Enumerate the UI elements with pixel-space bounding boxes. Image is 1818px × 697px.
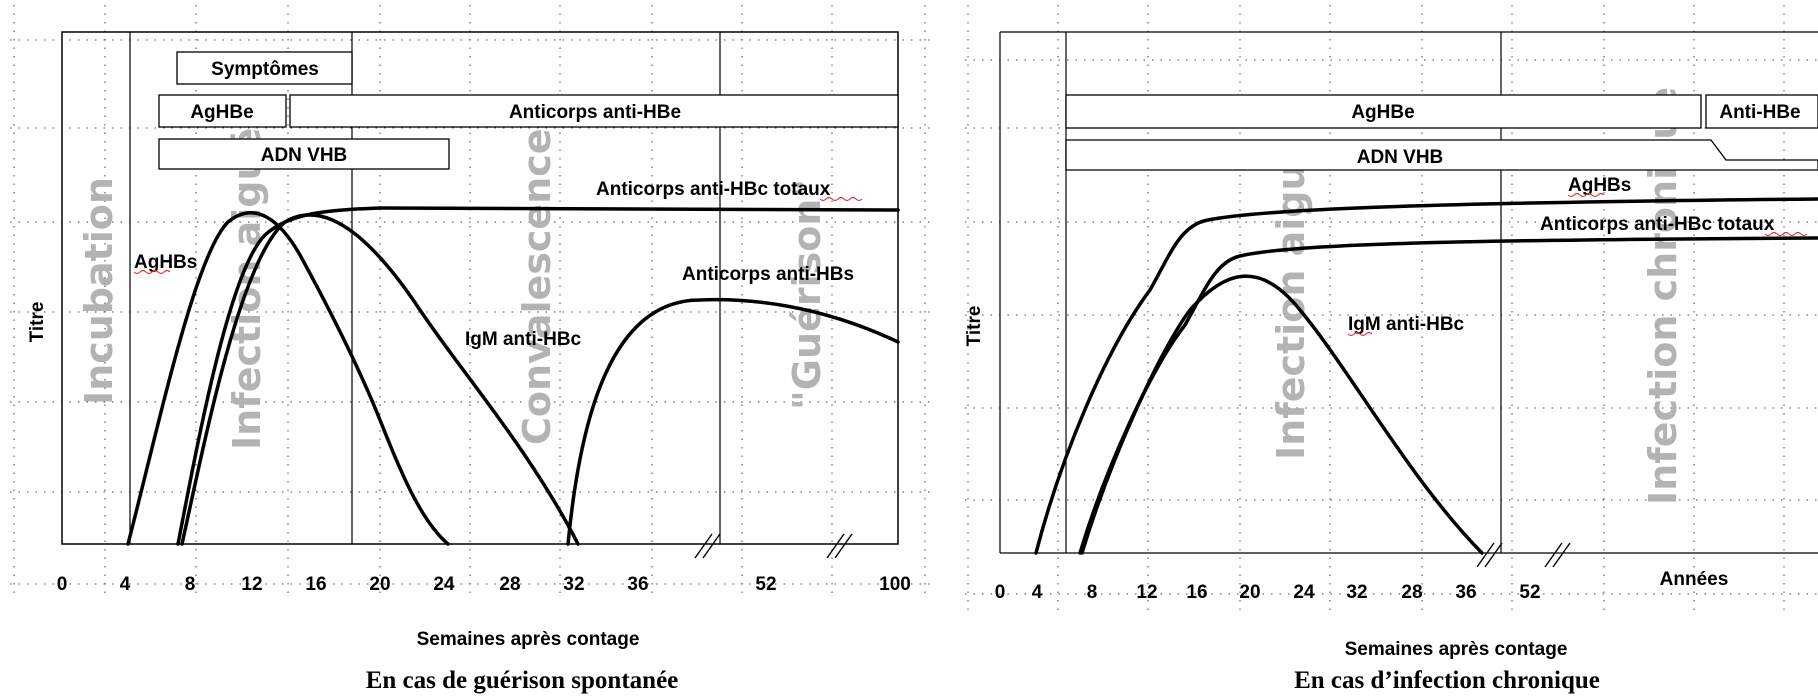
- right-x-tick-5: 20: [1239, 582, 1260, 603]
- left-phase-convalescence: Convalescence: [515, 128, 559, 445]
- right-x-tick-10: 52: [1519, 582, 1540, 603]
- bar-aghbe-left: [158, 94, 287, 128]
- right-x-tick-2: 8: [1087, 582, 1098, 603]
- curve-anti-hbc-total-right: [1078, 236, 1818, 555]
- bar-adn-vhb-left: [158, 138, 450, 170]
- left-x-tick-0: 0: [57, 574, 68, 595]
- right-x-tick-9: 36: [1455, 582, 1476, 603]
- label-igm-anti-hbc-left: IgM anti-HBc: [465, 329, 582, 350]
- background-grid: [10, 5, 1818, 610]
- right-x-tick-3: 12: [1136, 582, 1157, 603]
- bar-anti-hbe-right-label: Anti-HBe: [1719, 102, 1800, 123]
- left-x-tick-9: 36: [627, 574, 648, 595]
- label-igm-anti-hbc-right: IgM anti-HBc: [1348, 314, 1465, 335]
- left-x-tick-8: 32: [563, 574, 584, 595]
- left-x-tick-3: 12: [241, 574, 262, 595]
- left-x-tick-10: 52: [755, 574, 776, 595]
- right-x-tick-7: 32: [1346, 582, 1367, 603]
- left-axis-break-1: [694, 533, 721, 559]
- left-x-tick-5: 20: [369, 574, 390, 595]
- bar-aghbe-left-label: AgHBe: [190, 102, 253, 123]
- right-y-axis-title: Titre: [964, 306, 985, 347]
- right-axis-break-1: [1476, 542, 1503, 568]
- right-x-tick-4: 16: [1186, 582, 1207, 603]
- squiggle: [1347, 331, 1373, 337]
- label-anti-hbs-left: Anticorps anti-HBs: [682, 264, 854, 285]
- right-x-tick-0: 0: [995, 582, 1006, 603]
- right-axis-break-2: [1544, 542, 1571, 568]
- left-phase-incubation: Incubation: [77, 177, 121, 405]
- bar-aghbe-right-label: AgHBe: [1351, 102, 1414, 123]
- label-anti-hbc-total-right: Anticorps anti-HBc totaux: [1540, 214, 1775, 235]
- bar-symptomes-label: Symptômes: [211, 59, 319, 80]
- curve-igm-anti-hbc-left: [180, 213, 580, 546]
- left-x-tick-4: 16: [305, 574, 326, 595]
- bar-adn-vhb-right: [1065, 139, 1818, 171]
- right-caption: En cas d’infection chronique: [1294, 667, 1600, 694]
- chart-right-chronic-infection: Infection aiguë Infection chronique AgHB…: [964, 31, 1818, 694]
- squiggle: [1764, 231, 1808, 237]
- left-caption: En cas de guérison spontanée: [366, 667, 679, 694]
- bar-anti-hbe-right: [1705, 94, 1818, 129]
- left-plot-frame: [61, 31, 899, 545]
- squiggle: [1567, 192, 1605, 198]
- left-x-tick-labels: 0 4 8 12 16 20 24 28 32 36 52 100: [57, 574, 911, 595]
- bar-symptomes: [176, 51, 353, 85]
- left-y-axis-title: Titre: [27, 302, 48, 343]
- left-axis-break-2: [826, 533, 853, 559]
- left-x-tick-1: 4: [120, 574, 131, 595]
- right-x-tick-labels: 0 4 8 12 16 20 24 32 28 36 52: [995, 582, 1541, 603]
- right-x-axis-title: Semaines après contage: [1345, 639, 1568, 660]
- left-x-tick-7: 28: [499, 574, 520, 595]
- right-x-axis-secondary-title: Années: [1660, 569, 1729, 590]
- squiggle: [819, 196, 863, 202]
- curve-igm-anti-hbc-right: [1080, 274, 1484, 555]
- bar-anti-hbe-left-label: Anticorps anti-HBe: [509, 102, 681, 123]
- left-x-tick-2: 8: [185, 574, 196, 595]
- left-x-tick-6: 24: [433, 574, 455, 595]
- label-anti-hbc-total-left: Anticorps anti-HBc totaux: [596, 179, 831, 200]
- right-x-tick-1: 4: [1032, 582, 1043, 603]
- right-x-tick-6: 24: [1293, 582, 1315, 603]
- curve-aghbs-left: [126, 211, 450, 546]
- right-x-tick-8: 28: [1401, 582, 1422, 603]
- label-aghbs-left: AgHBs: [134, 252, 197, 273]
- bar-adn-vhb-left-label: ADN VHB: [261, 145, 348, 166]
- label-aghbs-right: AgHBs: [1568, 175, 1631, 196]
- curve-aghbs-right: [1034, 197, 1818, 555]
- bar-adn-vhb-right-label: ADN VHB: [1357, 147, 1444, 168]
- squiggle: [133, 269, 171, 275]
- chart-left-spontaneous-recovery: Incubation Infection aiguë Convalescence…: [27, 31, 911, 694]
- left-x-tick-11: 100: [879, 574, 911, 595]
- curve-anti-hbc-total-left: [176, 205, 900, 546]
- left-phase-recovery: "Guérison": [785, 179, 829, 410]
- bar-anti-hbe-left: [289, 94, 899, 128]
- bar-aghbe-right: [1065, 94, 1702, 129]
- left-x-axis-title: Semaines après contage: [417, 629, 640, 650]
- curve-anti-hbs-left: [566, 297, 900, 546]
